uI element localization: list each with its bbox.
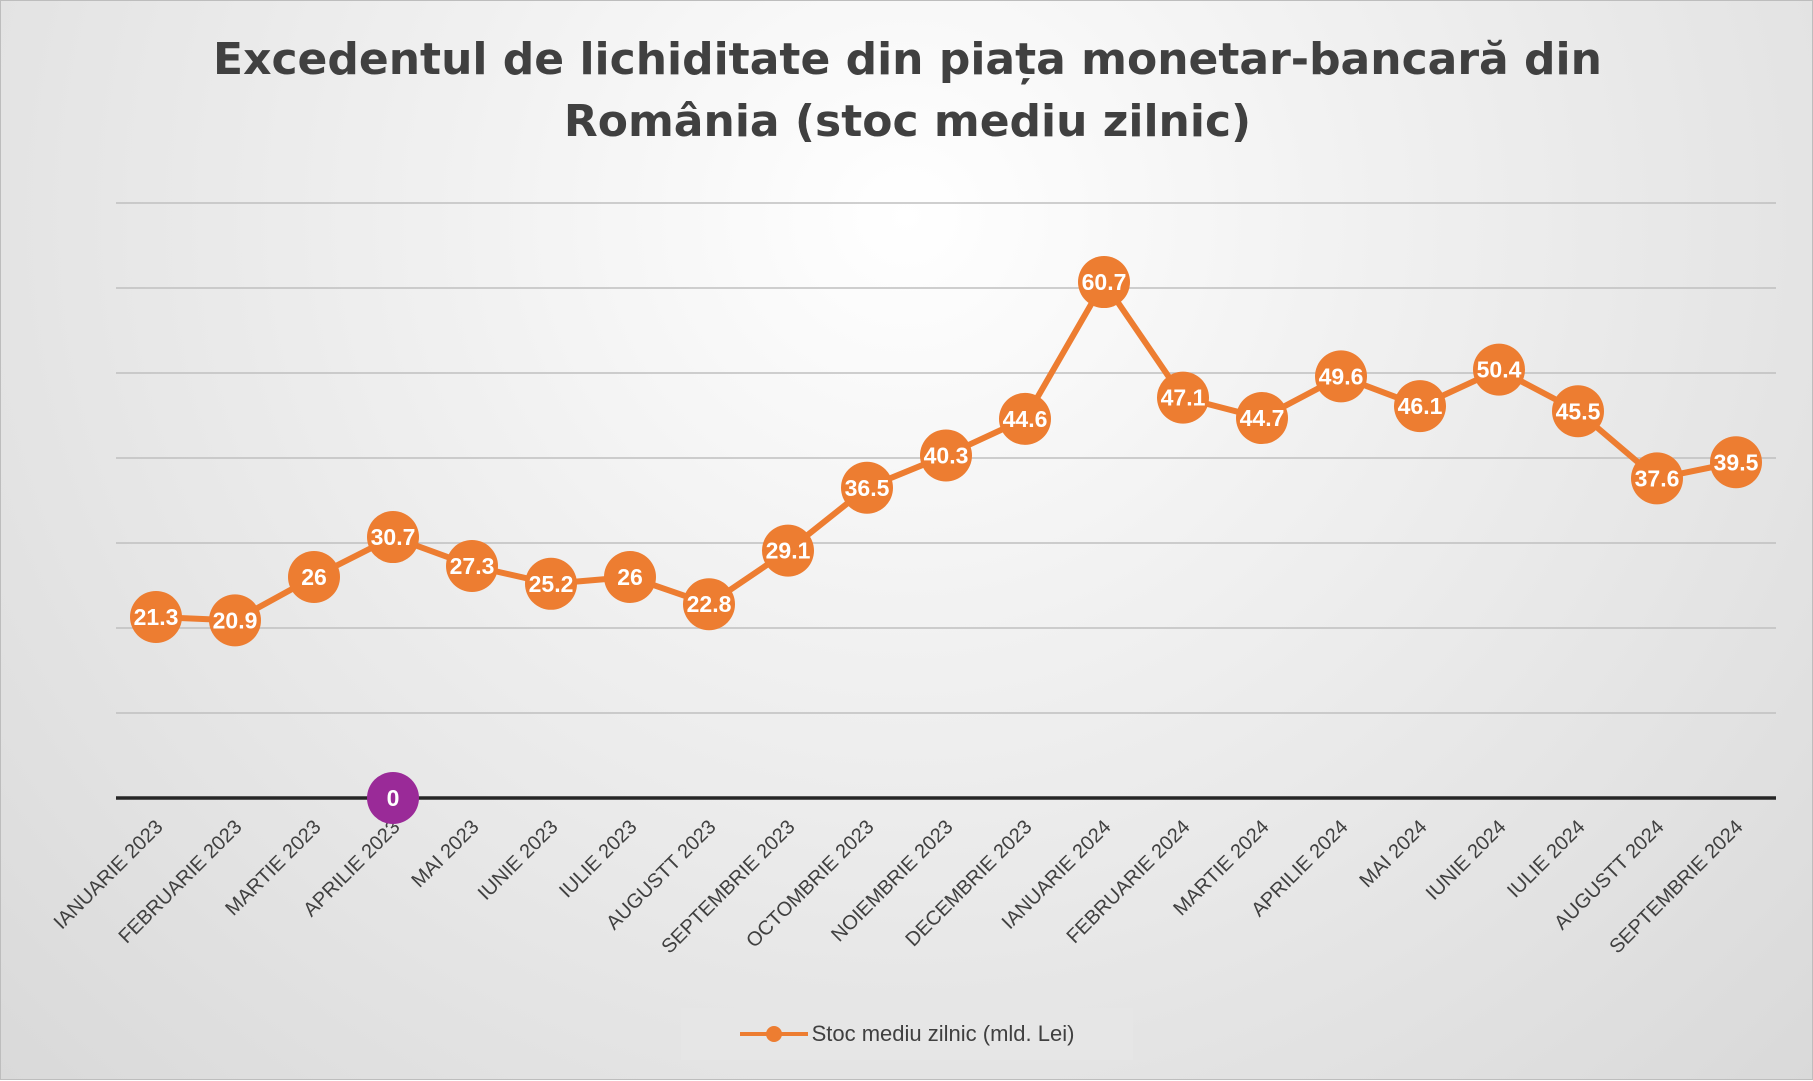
data-point — [683, 578, 735, 631]
data-point — [762, 524, 814, 577]
data-point — [920, 429, 972, 482]
data-label: 40.3 — [924, 442, 969, 468]
x-tick-label: IULIE 2024 — [1503, 816, 1589, 902]
data-label: 27.3 — [450, 553, 495, 579]
data-point — [288, 551, 340, 603]
data-label: 60.7 — [1082, 269, 1127, 295]
data-point — [1394, 380, 1446, 433]
data-label: 45.5 — [1556, 398, 1601, 424]
data-label: 26 — [617, 564, 643, 590]
x-tick-label: IULIE 2023 — [555, 816, 641, 902]
data-point — [1473, 343, 1525, 396]
legend-marker-icon — [739, 1026, 808, 1042]
data-point — [999, 392, 1051, 445]
x-tick-label: SEPTEMBRIE 2024 — [1605, 816, 1747, 958]
data-point — [1236, 392, 1288, 445]
series-markers: 21.3 20.9 26 30.7 27.3 25.2 26 22.8 29.1 36.5 40.3… — [130, 256, 1762, 824]
data-point — [1631, 452, 1683, 505]
data-label: 47.1 — [1161, 385, 1206, 411]
data-label: 46.1 — [1398, 393, 1443, 419]
data-point — [1157, 371, 1209, 424]
data-point — [1552, 385, 1604, 438]
data-label: 21.3 — [134, 604, 179, 630]
data-point — [130, 590, 182, 643]
zero-point — [367, 772, 419, 824]
data-label: 36.5 — [845, 475, 890, 501]
zero-point-label: 0 — [387, 785, 400, 811]
data-label: 44.6 — [1003, 406, 1048, 432]
legend: Stoc mediu zilnic (mld. Lei) — [681, 1008, 1133, 1060]
data-label: 22.8 — [687, 591, 732, 617]
data-label: 30.7 — [371, 524, 416, 550]
data-point — [209, 594, 261, 647]
x-tick-label: SEPTEMBRIE 2023 — [657, 816, 799, 958]
data-label: 25.2 — [529, 571, 574, 597]
data-label: 29.1 — [766, 538, 811, 564]
x-tick-label: IUNIE 2023 — [474, 816, 563, 905]
x-tick-label: IUNIE 2024 — [1422, 816, 1511, 905]
data-point — [604, 551, 656, 603]
data-point — [1710, 436, 1762, 489]
data-label: 39.5 — [1714, 449, 1759, 475]
data-label: 49.6 — [1319, 363, 1364, 389]
chart-title: Excedentul de lichiditate din piața mone… — [1, 29, 1813, 153]
data-label: 44.7 — [1240, 405, 1285, 431]
data-point — [446, 539, 498, 592]
x-tick-label: MAI 2023 — [407, 816, 483, 892]
chart-title-line-1: Excedentul de lichiditate din piața mone… — [213, 34, 1602, 85]
gridlines — [116, 202, 1776, 714]
data-label: 37.6 — [1635, 465, 1680, 491]
data-point — [367, 511, 419, 564]
data-label: 20.9 — [213, 607, 258, 633]
data-point — [1078, 256, 1130, 309]
data-point — [525, 557, 577, 610]
data-point — [841, 461, 893, 514]
data-label: 50.4 — [1477, 357, 1522, 383]
legend-label: Stoc mediu zilnic (mld. Lei) — [811, 1021, 1075, 1046]
x-tick-label: MAI 2024 — [1355, 816, 1431, 892]
data-point — [1315, 350, 1367, 403]
data-label: 26 — [301, 564, 327, 590]
chart-title-line-2: România (stoc mediu zilnic) — [563, 96, 1252, 147]
